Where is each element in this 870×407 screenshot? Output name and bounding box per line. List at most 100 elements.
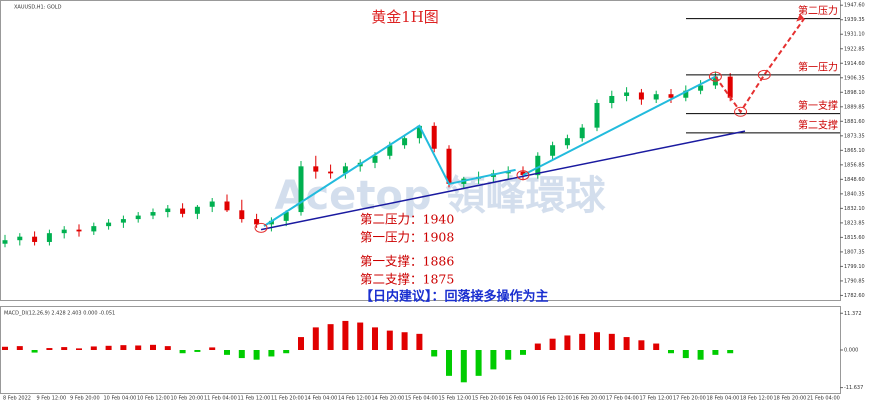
y-tick-label: 1865.10 <box>844 148 865 154</box>
candle-body <box>653 94 659 100</box>
y-tick-label: 1832.10 <box>844 206 865 212</box>
candle-body <box>328 171 334 174</box>
candle-body <box>668 94 674 98</box>
level-label: 第二支撑 <box>798 118 838 131</box>
note: 第二支撑：1875 <box>360 272 454 287</box>
macd-bar <box>135 345 142 350</box>
candle-body <box>550 145 556 156</box>
macd-bar <box>579 333 586 350</box>
macd-bar <box>150 344 156 350</box>
note: 第二压力：1940 <box>360 212 454 227</box>
candle-body <box>239 210 245 220</box>
x-tick-label: 15 Feb 04:00 <box>405 396 438 402</box>
note: 第一压力：1908 <box>360 230 454 245</box>
x-tick-label: 16 Feb 12:00 <box>539 396 572 402</box>
macd-bar <box>164 346 171 350</box>
candle-body <box>180 208 186 214</box>
macd-label: MACD_DI(12,26,9) 2.428 2.403 0.000 -0.05… <box>4 311 115 317</box>
y-tick-label: 1856.85 <box>844 162 865 168</box>
candle-body <box>165 208 171 213</box>
macd-bar <box>357 322 364 350</box>
candle-body <box>387 145 393 156</box>
candle-body <box>638 92 644 100</box>
macd-bar <box>564 335 571 350</box>
marker <box>516 170 530 181</box>
candle-body <box>402 138 408 146</box>
x-tick-label: 9 Feb 20:00 <box>70 396 100 402</box>
marker <box>734 106 748 117</box>
x-tick-label: 18 Feb 12:00 <box>740 396 773 402</box>
arrow-head <box>796 13 805 22</box>
x-tick-label: 15 Feb 20:00 <box>472 396 505 402</box>
macd-bar <box>31 350 38 353</box>
x-tick-label: 17 Feb 04:00 <box>606 396 639 402</box>
macd-bar <box>505 350 512 360</box>
candle-body <box>624 92 630 96</box>
note: 第一支撑：1886 <box>360 254 454 269</box>
macd-bar <box>2 346 8 350</box>
y-tick-label: 1889.85 <box>844 104 865 110</box>
x-tick-label: 11 Feb 20:00 <box>271 396 304 402</box>
macd-bar <box>653 343 660 350</box>
candle-body <box>342 166 348 174</box>
x-tick-label: 14 Feb 12:00 <box>338 396 371 402</box>
macd-bar <box>209 347 216 350</box>
candle-body <box>224 201 230 211</box>
trend-line <box>260 130 746 231</box>
y-tick-label: -11.637 <box>844 385 863 391</box>
candle-body <box>579 127 585 139</box>
macd-bar <box>327 324 334 350</box>
x-tick-label: 10 Feb 20:00 <box>171 396 204 402</box>
macd-bar <box>283 350 290 354</box>
macd-bar <box>342 320 349 350</box>
x-tick-label: 17 Feb 12:00 <box>640 396 673 402</box>
candle-body <box>564 138 570 146</box>
macd-bar <box>682 350 689 359</box>
level-label: 第一支撑 <box>798 99 838 112</box>
candle-body <box>727 76 733 98</box>
macd-bar <box>16 346 23 350</box>
y-tick-label: 1914.60 <box>844 61 865 67</box>
candle-body <box>313 166 319 172</box>
candle-body <box>446 148 452 184</box>
candle-body <box>416 125 422 139</box>
macd-bar <box>90 346 97 350</box>
macd-bar <box>490 350 497 370</box>
macd-bar <box>446 350 452 376</box>
macd-bar <box>697 350 704 360</box>
candle-body <box>32 236 38 242</box>
y-tick-label: 1790.85 <box>844 278 865 284</box>
macd-bar <box>386 330 393 350</box>
macd-bar <box>594 332 600 350</box>
y-tick-label: 1782.60 <box>844 293 865 299</box>
y-tick-label: 1848.60 <box>844 177 865 183</box>
x-tick-label: 15 Feb 12:00 <box>439 396 472 402</box>
candle-body <box>698 85 704 91</box>
y-tick-label: 1906.35 <box>844 75 865 81</box>
y-tick-label: 11.372 <box>844 311 862 317</box>
chart-title: 黄金1H图 <box>371 8 439 26</box>
marker <box>708 71 722 82</box>
x-tick-label: 11 Feb 04:00 <box>204 396 237 402</box>
macd-bar <box>312 327 319 350</box>
macd-bar <box>179 350 186 354</box>
y-tick-label: 1898.10 <box>844 90 865 96</box>
x-tick-label: 16 Feb 20:00 <box>573 396 606 402</box>
x-tick-label: 16 Feb 04:00 <box>506 396 539 402</box>
marker <box>757 69 771 80</box>
candle-body <box>194 206 200 214</box>
x-tick-label: 17 Feb 20:00 <box>673 396 706 402</box>
trend-line <box>263 124 516 227</box>
candle-body <box>209 201 215 207</box>
candle-body <box>372 155 378 163</box>
forecast-arrow <box>714 18 806 114</box>
marker <box>254 222 268 233</box>
y-tick-label: 1931.10 <box>844 32 865 38</box>
macd-bar <box>549 338 556 350</box>
macd-bar <box>475 350 482 376</box>
candle-body <box>106 222 112 227</box>
macd-bar <box>460 350 467 383</box>
y-tick-label: 1840.35 <box>844 191 865 197</box>
macd-bar <box>623 337 630 350</box>
